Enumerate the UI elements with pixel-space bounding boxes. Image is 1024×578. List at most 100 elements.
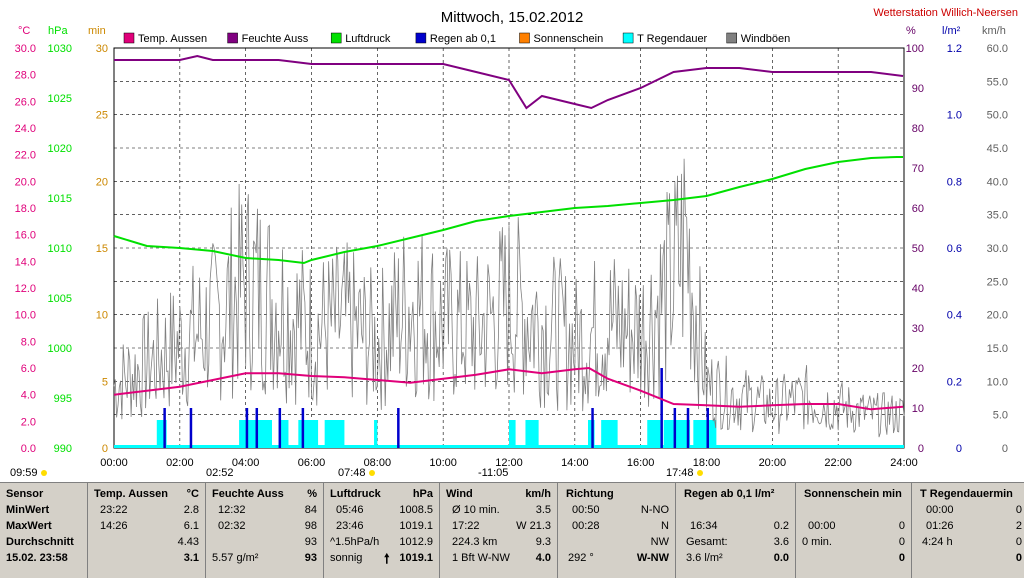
temp-axis-tick: 12.0 bbox=[15, 283, 36, 295]
legend-swatch bbox=[622, 32, 634, 44]
pressure-header: Luftdruck bbox=[330, 488, 381, 500]
pressure-unit: hPa bbox=[412, 488, 433, 500]
rain-bar bbox=[686, 408, 690, 448]
solar-noon-label: -11:05 bbox=[478, 467, 508, 479]
temp-header: Temp. Aussen bbox=[94, 488, 168, 500]
minutes-axis-tick: 30 bbox=[96, 43, 108, 55]
humidity-header: Feuchte Auss bbox=[212, 488, 284, 500]
pressure-min-value: 1008.5 bbox=[399, 504, 433, 516]
legend-swatch bbox=[726, 32, 737, 44]
sun-total-label: 0 min. bbox=[802, 536, 832, 548]
humidity-axis-tick: 10 bbox=[912, 403, 924, 415]
x-tick-label: 20:00 bbox=[759, 457, 787, 469]
legend-swatch bbox=[415, 32, 427, 44]
humidity-min-value: 84 bbox=[304, 504, 317, 516]
temp-unit: °C bbox=[186, 488, 199, 500]
legend-label: Temp. Aussen bbox=[138, 33, 207, 45]
temp-axis-tick: 22.0 bbox=[15, 150, 36, 162]
rain-axis-tick: 1.2 bbox=[947, 43, 962, 55]
rain-bar bbox=[660, 368, 663, 448]
series-temp-line bbox=[113, 366, 904, 411]
weather-chart: 00:00 02:00 04:00 06:00 08:00 10:00 12:00 14:00… bbox=[10, 7, 1018, 479]
raindur-column: T Regendauermin 00:00 0 01:26 2 4:24 h 0… bbox=[912, 483, 1024, 578]
raindur-avg-value: 0 bbox=[1015, 536, 1022, 548]
rain-bar bbox=[278, 408, 282, 448]
legend-label: Luftdruck bbox=[345, 33, 391, 45]
pressure-max-value: 1019.1 bbox=[399, 520, 433, 532]
humidity-axis-tick: 20 bbox=[912, 363, 924, 375]
pressure-axis-tick: 1010 bbox=[48, 243, 72, 255]
chart-title: Mittwoch, 15.02.2012 bbox=[441, 9, 584, 26]
x-tick-label: 16:00 bbox=[627, 457, 655, 469]
x-tick-label: 04:00 bbox=[232, 457, 260, 469]
raindur-bar bbox=[156, 420, 167, 448]
wind-axis-tick: 40.0 bbox=[987, 176, 1008, 188]
minutes-axis-tick: 20 bbox=[96, 176, 108, 188]
wind-run: 224.3 km bbox=[452, 536, 498, 548]
rain-total-value: 3.6 bbox=[773, 536, 789, 548]
wind-axis-tick: 5.0 bbox=[993, 410, 1008, 422]
rain-bar bbox=[245, 408, 249, 448]
wind-axis-tick: 55.0 bbox=[987, 76, 1008, 88]
direction-min-value: N-NO bbox=[640, 504, 669, 516]
station-name: Wetterstation Willich-Neersen bbox=[873, 7, 1018, 19]
wind-beaufort: 1 Bft W-NW bbox=[452, 552, 510, 564]
raindur-bar bbox=[239, 420, 272, 448]
temp-axis-tick: 10.0 bbox=[15, 310, 36, 322]
wind-axis-tick: 45.0 bbox=[987, 143, 1008, 155]
rain-bar bbox=[591, 408, 594, 448]
x-tick-label: 02:00 bbox=[166, 457, 194, 469]
stats-panel: Sensor MinWert MaxWert Durchschnitt 15.0… bbox=[0, 482, 1024, 578]
wind-axis-tick: 0 bbox=[1002, 443, 1008, 455]
pressure-max-time: 23:46 bbox=[336, 520, 364, 532]
pressure-axis-unit: hPa bbox=[48, 25, 68, 37]
temp-axis-tick: 24.0 bbox=[15, 123, 36, 135]
rain-header: Regen ab 0,1 l/m² bbox=[684, 488, 775, 500]
humidity-axis-tick: 50 bbox=[912, 243, 924, 255]
humidity-max-value: 98 bbox=[304, 520, 317, 532]
direction-header: Richtung bbox=[566, 488, 614, 500]
rain-axis-tick: 0.6 bbox=[947, 243, 962, 255]
pressure-current-value: 1019.1 bbox=[399, 552, 433, 564]
wind-avg10-label: Ø 10 min. bbox=[452, 504, 500, 516]
raindur-current-value: 0 bbox=[1015, 552, 1022, 564]
raindur-bar bbox=[525, 420, 539, 448]
x-tick-label: 14:00 bbox=[561, 457, 589, 469]
row-label-min: MinWert bbox=[6, 504, 50, 516]
rain-column: Regen ab 0,1 l/m² 16:34 0.2 Gesamt: 3.6 … bbox=[676, 483, 796, 578]
minutes-axis-tick: 25 bbox=[96, 110, 108, 122]
pressure-axis-tick: 1020 bbox=[48, 143, 72, 155]
temp-axis-tick: 18.0 bbox=[15, 203, 36, 215]
pressure-axis-tick: 1000 bbox=[48, 343, 72, 355]
sunshine-duration-label: 09:59 bbox=[10, 467, 38, 479]
raindur-bar bbox=[601, 420, 618, 448]
wind-avg10-value: 3.5 bbox=[535, 504, 551, 516]
x-tick-label: 24:00 bbox=[890, 457, 918, 469]
sun-max-time: 00:00 bbox=[808, 520, 836, 532]
raindur-bar bbox=[509, 420, 516, 448]
sun-column: Sonnenschein min 00:00 0 0 min. 0 0 bbox=[796, 483, 912, 578]
sunrise-time-label: 07:48 bbox=[338, 467, 366, 479]
minutes-axis-tick: 0 bbox=[102, 443, 108, 455]
rain-axis-tick: 0.2 bbox=[947, 376, 962, 388]
raindur-min-value: 0 bbox=[1015, 504, 1022, 516]
pressure-trend-arrow-icon: 🠕 bbox=[384, 551, 390, 566]
raindur-min-time: 00:00 bbox=[926, 504, 954, 516]
rain-axis-tick: 0.8 bbox=[947, 176, 962, 188]
pressure-axis-tick: 1030 bbox=[48, 43, 72, 55]
humidity-unit: % bbox=[307, 488, 317, 500]
x-tick-label: 18:00 bbox=[693, 457, 721, 469]
humidity-axis-tick: 100 bbox=[906, 43, 924, 55]
wind-axis-tick: 30.0 bbox=[987, 243, 1008, 255]
temp-axis-tick: 16.0 bbox=[15, 230, 36, 242]
raindur-bar bbox=[693, 420, 717, 448]
humidity-avg-value: 93 bbox=[304, 536, 317, 548]
x-tick-label: 22:00 bbox=[824, 457, 852, 469]
rain-bar bbox=[301, 408, 305, 448]
humidity-axis-unit: % bbox=[906, 25, 916, 37]
sunset-label: 17:48 bbox=[666, 467, 694, 479]
sensor-header: Sensor bbox=[6, 488, 44, 500]
humidity-axis-tick: 90 bbox=[912, 83, 924, 95]
temp-axis-tick: 30.0 bbox=[15, 43, 36, 55]
temp-column: Temp. Aussen °C 23:22 2.8 14:26 6.1 4.43… bbox=[88, 483, 206, 578]
